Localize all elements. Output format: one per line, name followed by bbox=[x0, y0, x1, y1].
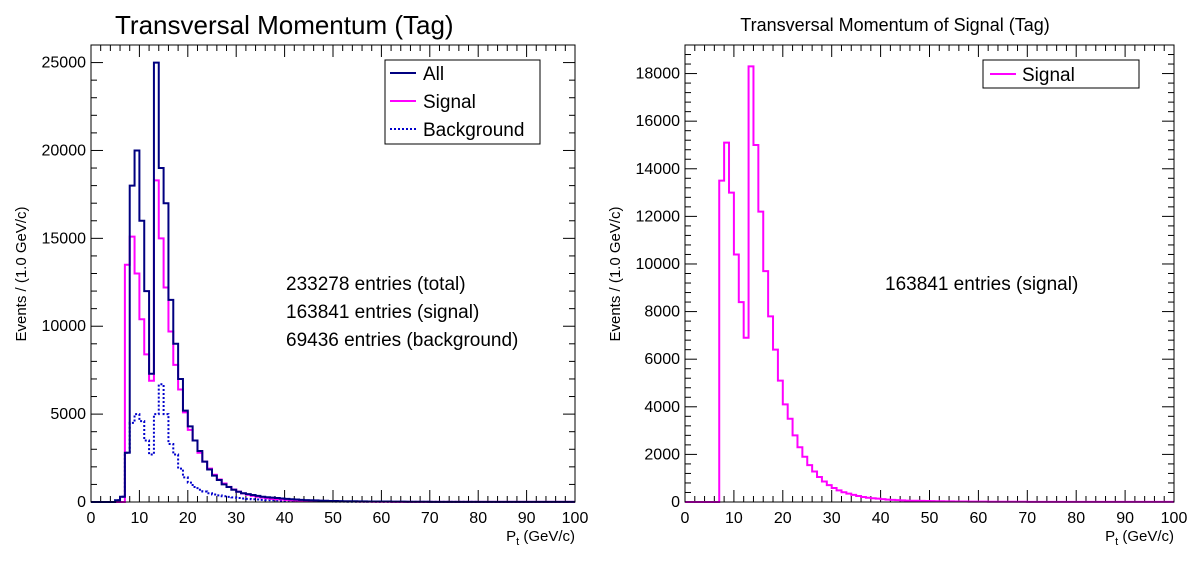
annotation-total-entries: 233278 entries (total) bbox=[286, 274, 466, 295]
chart-right-frame bbox=[684, 44, 1175, 503]
y-tick-label: 25000 bbox=[42, 55, 87, 72]
annotation-background-entries: 69436 entries (background) bbox=[286, 330, 518, 351]
x-tick-label: 60 bbox=[373, 510, 391, 527]
x-tick-label: 70 bbox=[1018, 510, 1036, 527]
chart-right-title: Transversal Momentum of Signal (Tag) bbox=[740, 15, 1049, 35]
y-tick-label: 0 bbox=[671, 494, 680, 511]
y-tick-label: 14000 bbox=[636, 161, 681, 178]
x-tick-label: 0 bbox=[87, 510, 96, 527]
y-tick-label: 6000 bbox=[644, 351, 680, 368]
annotation-signal-entries: 163841 entries (signal) bbox=[286, 302, 479, 323]
chart-right-legend: Signal bbox=[982, 59, 1140, 89]
y-tick-label: 16000 bbox=[636, 113, 681, 130]
chart-right: Transversal Momentum of Signal (Tag) Eve… bbox=[607, 15, 1187, 548]
x-tick-label: 40 bbox=[872, 510, 890, 527]
x-tick-label: 80 bbox=[1067, 510, 1085, 527]
chart-left-legend: All Signal Background bbox=[384, 59, 541, 145]
y-tick-label: 12000 bbox=[636, 208, 681, 225]
x-tick-label: 10 bbox=[725, 510, 743, 527]
chart-left: Transversal Momentum (Tag) Events / (1.0… bbox=[13, 10, 588, 548]
y-tick-label: 4000 bbox=[644, 399, 680, 416]
x-tick-label: 20 bbox=[774, 510, 792, 527]
chart-left-ylabel: Events / (1.0 GeV/c) bbox=[13, 206, 30, 341]
y-tick-label: 2000 bbox=[644, 446, 680, 463]
series-background bbox=[91, 383, 575, 503]
x-tick-label: 50 bbox=[921, 510, 939, 527]
x-tick-label: 30 bbox=[823, 510, 841, 527]
x-tick-label: 90 bbox=[518, 510, 536, 527]
x-tick-label: 0 bbox=[681, 510, 690, 527]
y-tick-label: 10000 bbox=[636, 256, 681, 273]
x-tick-label: 70 bbox=[421, 510, 439, 527]
x-tick-label: 80 bbox=[469, 510, 487, 527]
x-tick-label: 30 bbox=[227, 510, 245, 527]
annotation-signal-entries: 163841 entries (signal) bbox=[885, 274, 1078, 295]
legend-label-background: Background bbox=[423, 120, 524, 141]
x-tick-label: 100 bbox=[1161, 510, 1188, 527]
y-tick-label: 20000 bbox=[42, 142, 87, 159]
y-tick-label: 8000 bbox=[644, 304, 680, 321]
x-tick-label: 20 bbox=[179, 510, 197, 527]
x-tick-label: 90 bbox=[1116, 510, 1134, 527]
chart-left-xlabel: Pt (GeV/c) bbox=[506, 528, 575, 548]
y-tick-label: 15000 bbox=[42, 230, 87, 247]
x-tick-label: 40 bbox=[276, 510, 294, 527]
y-tick-label: 10000 bbox=[42, 318, 87, 335]
chart-left-frame bbox=[90, 44, 576, 503]
chart-left-title: Transversal Momentum (Tag) bbox=[115, 10, 454, 40]
x-tick-label: 10 bbox=[131, 510, 149, 527]
chart-right-ylabel: Events / (1.0 GeV/c) bbox=[607, 206, 624, 341]
y-tick-label: 18000 bbox=[636, 66, 681, 83]
legend-label-signal: Signal bbox=[423, 92, 476, 113]
x-tick-label: 100 bbox=[562, 510, 589, 527]
y-tick-label: 5000 bbox=[50, 406, 86, 423]
y-tick-label: 0 bbox=[77, 494, 86, 511]
x-tick-label: 60 bbox=[970, 510, 988, 527]
chart-right-xlabel: Pt (GeV/c) bbox=[1105, 528, 1174, 548]
x-tick-label: 50 bbox=[324, 510, 342, 527]
legend-label-signal: Signal bbox=[1022, 65, 1075, 86]
legend-label-all: All bbox=[423, 64, 444, 85]
